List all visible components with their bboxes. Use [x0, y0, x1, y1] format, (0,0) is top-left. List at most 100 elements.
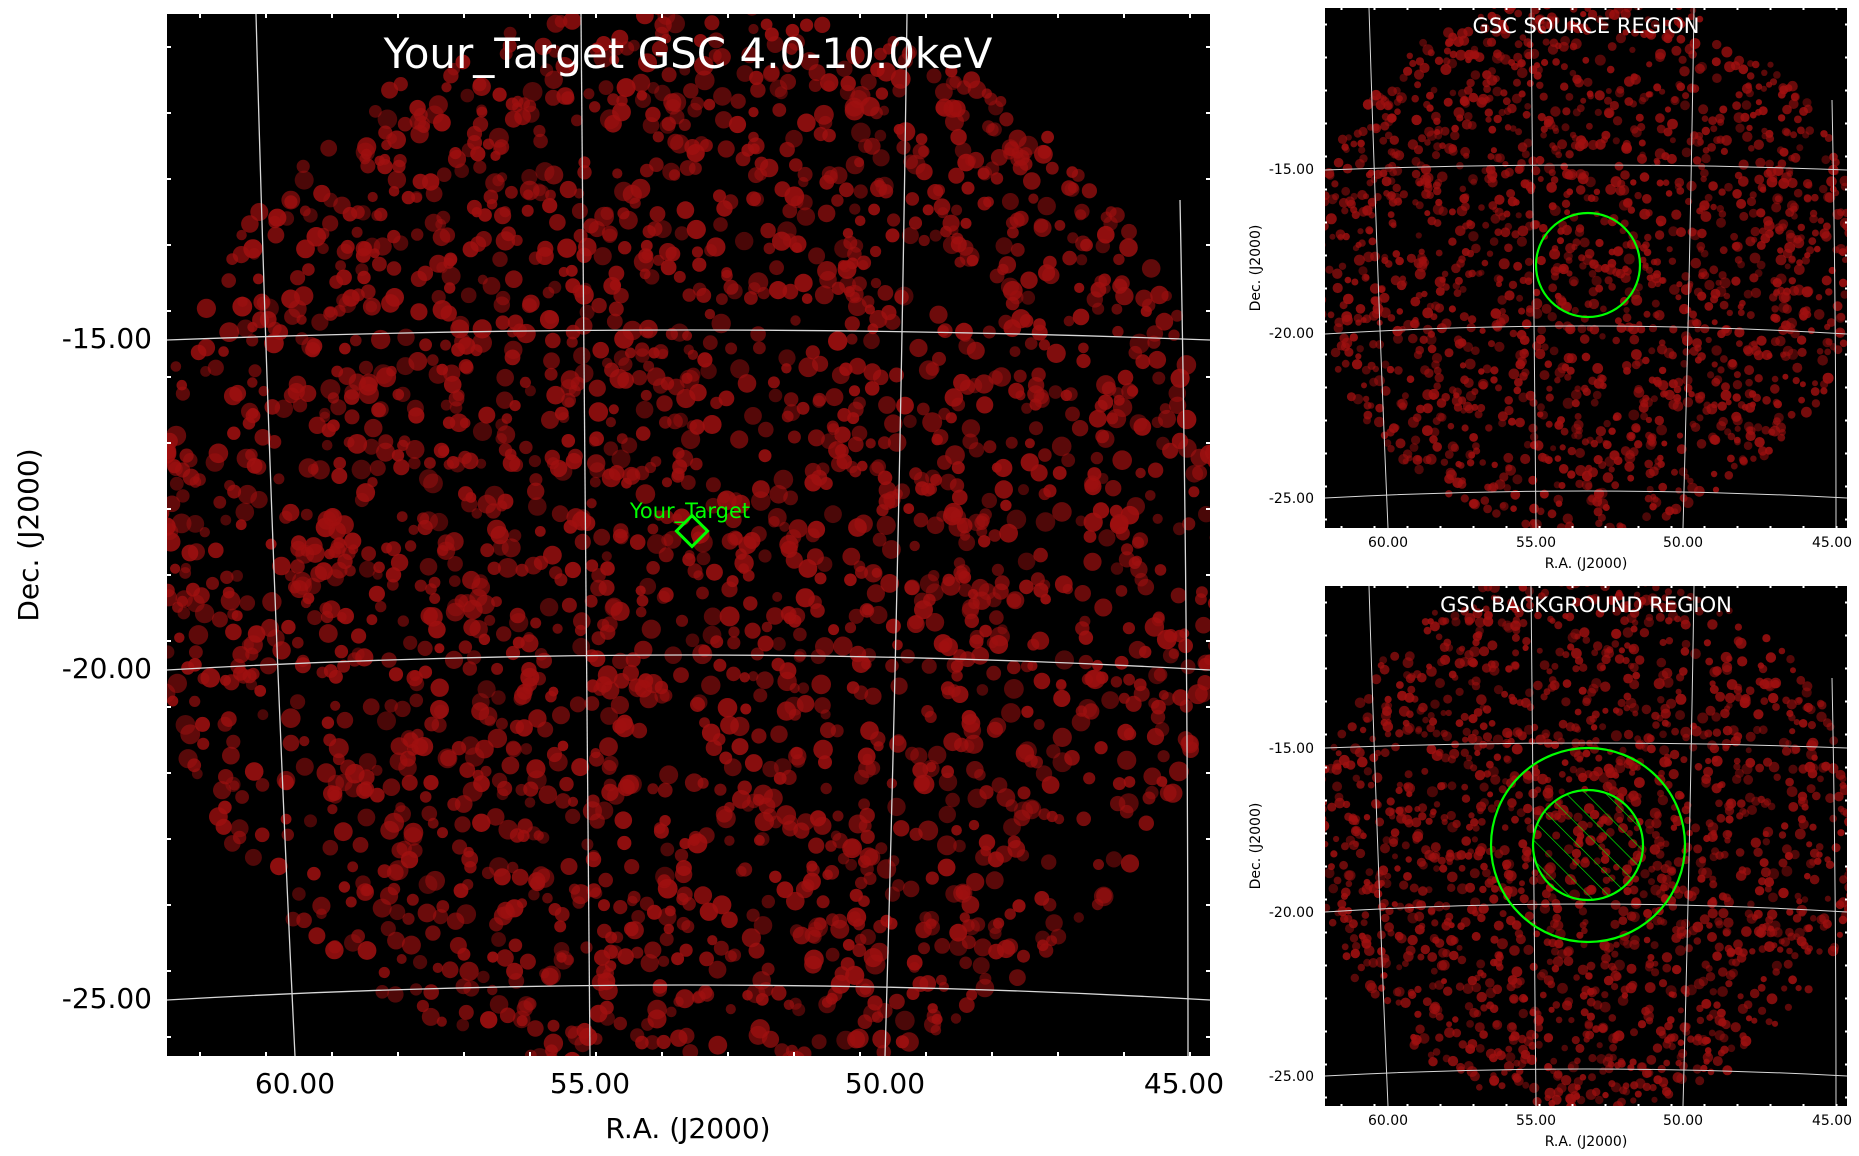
count-blob	[498, 443, 513, 457]
count-blob	[1747, 60, 1754, 67]
count-blob	[692, 531, 705, 545]
count-blob	[300, 508, 313, 521]
count-blob	[1041, 776, 1060, 794]
count-blob	[1112, 325, 1124, 338]
count-blob	[1046, 343, 1066, 363]
count-blob	[1414, 1010, 1422, 1018]
count-blob	[501, 756, 520, 775]
count-blob	[225, 623, 242, 641]
count-blob	[593, 528, 611, 546]
count-blob	[1655, 113, 1665, 123]
count-blob	[1363, 274, 1370, 281]
count-blob	[359, 560, 376, 578]
count-blob	[381, 294, 400, 313]
count-blob	[1588, 270, 1597, 278]
source-region-circle	[1534, 211, 1642, 319]
count-blob	[925, 871, 939, 885]
count-blob	[635, 426, 651, 441]
count-blob	[449, 575, 461, 587]
count-blob	[1732, 393, 1741, 402]
count-blob	[1450, 130, 1460, 141]
count-blob	[176, 595, 188, 607]
count-blob	[564, 561, 582, 579]
count-blob	[443, 252, 458, 266]
count-blob	[330, 538, 348, 555]
count-blob	[926, 516, 945, 535]
count-blob	[377, 711, 396, 731]
count-blob	[1406, 253, 1416, 263]
count-blob	[1837, 312, 1846, 321]
count-blob	[1452, 387, 1462, 397]
count-blob	[1545, 420, 1553, 428]
count-blob	[588, 402, 609, 422]
count-blob	[698, 644, 711, 658]
count-blob	[681, 920, 695, 934]
count-blob	[351, 226, 363, 238]
count-blob	[1350, 206, 1358, 214]
count-blob	[1591, 275, 1602, 286]
count-blob	[1152, 513, 1163, 524]
count-blob	[1382, 879, 1392, 889]
count-blob	[613, 350, 630, 366]
count-blob	[1415, 232, 1422, 239]
count-blob	[1682, 375, 1693, 386]
count-blob	[644, 941, 662, 959]
count-blob	[1374, 801, 1382, 809]
count-blob	[381, 81, 399, 99]
count-blob	[1325, 265, 1334, 274]
count-blob	[1649, 1084, 1657, 1092]
count-blob	[1736, 198, 1747, 209]
count-blob	[1719, 246, 1728, 255]
count-blob	[1796, 144, 1804, 152]
count-blob	[168, 461, 183, 476]
count-blob	[546, 14, 565, 33]
count-blob	[307, 610, 323, 626]
count-blob	[1414, 464, 1424, 475]
count-blob	[378, 966, 390, 979]
count-blob	[1007, 226, 1019, 239]
count-blob	[1097, 225, 1115, 244]
count-blob	[167, 460, 168, 467]
count-blob	[1159, 784, 1177, 802]
count-blob	[1766, 134, 1775, 143]
count-blob	[1568, 171, 1576, 179]
count-blob	[1445, 709, 1452, 717]
count-blob	[1115, 526, 1130, 541]
count-blob	[988, 100, 1004, 116]
count-blob	[1537, 411, 1544, 418]
count-blob	[887, 36, 900, 48]
count-blob	[872, 532, 887, 547]
count-blob	[598, 80, 614, 95]
count-blob	[1614, 161, 1624, 171]
count-blob	[805, 528, 821, 543]
count-blob	[1449, 50, 1458, 59]
count-blob	[741, 46, 758, 64]
count-blob	[1041, 854, 1057, 870]
count-blob	[1725, 970, 1736, 981]
count-blob	[347, 861, 359, 873]
count-blob	[1530, 220, 1540, 230]
count-blob	[1416, 404, 1425, 414]
count-blob	[1131, 536, 1145, 549]
count-blob	[1574, 227, 1585, 237]
count-blob	[339, 342, 351, 355]
count-blob	[505, 270, 523, 289]
count-blob	[1209, 535, 1210, 540]
count-blob	[1801, 896, 1809, 903]
count-blob	[1680, 284, 1692, 295]
count-blob	[929, 305, 948, 324]
count-blob	[409, 693, 424, 708]
count-blob	[1490, 213, 1501, 224]
count-blob	[1078, 654, 1094, 670]
count-blob	[1384, 730, 1392, 738]
count-blob	[823, 80, 835, 92]
count-blob	[1005, 216, 1019, 230]
count-blob	[471, 207, 482, 218]
count-blob	[1746, 124, 1753, 132]
count-blob	[948, 225, 959, 236]
count-blob	[1820, 387, 1828, 395]
count-blob	[1772, 289, 1780, 297]
count-blob	[1464, 358, 1476, 370]
count-blob	[1395, 438, 1406, 449]
